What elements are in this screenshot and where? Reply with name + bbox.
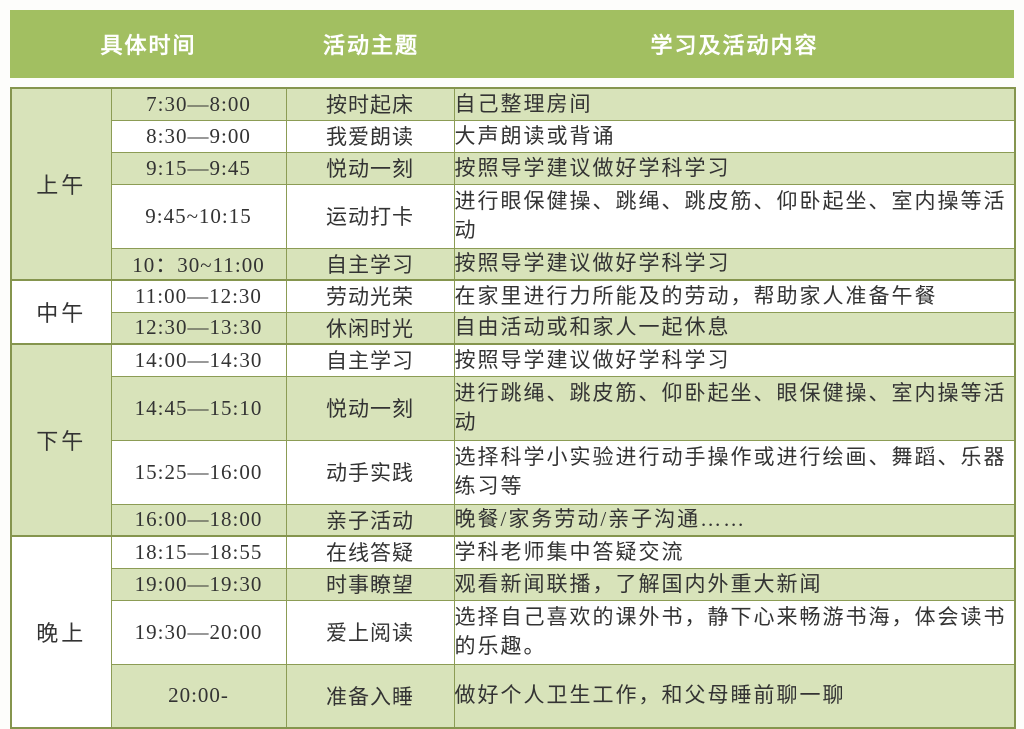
table-row: 8:30—9:00 我爱朗读 大声朗读或背诵 [11,119,1016,153]
time-cell: 18:15—18:55 [110,535,287,569]
table-row: 20:00- 准备入睡 做好个人卫生工作，和父母睡前聊一聊 [11,663,1016,729]
table-row: 9:45~10:15 运动打卡 进行眼保健操、跳绳、跳皮筋、仰卧起坐、室内操等活… [11,183,1016,249]
time-cell: 10：30~11:00 [110,247,287,281]
table-row: 19:00—19:30 时事瞭望 观看新闻联播，了解国内外重大新闻 [11,567,1016,601]
theme-cell: 自主学习 [285,247,455,281]
table-row: 16:00—18:00 亲子活动 晚餐/家务劳动/亲子沟通…… [11,503,1016,537]
table-row: 9:15—9:45 悦动一刻 按照导学建议做好学科学习 [11,151,1016,185]
header-specific-time: 具体时间 [100,33,197,58]
time-cell: 16:00—18:00 [110,503,287,537]
table-row: 15:25—16:00 动手实践 选择科学小实验进行动手操作或进行绘画、舞蹈、乐… [11,439,1016,505]
content-cell: 自己整理房间 [453,87,1016,121]
content-cell: 进行眼保健操、跳绳、跳皮筋、仰卧起坐、室内操等活动 [453,183,1016,249]
time-cell: 14:45—15:10 [110,375,287,441]
theme-cell: 在线答疑 [285,535,455,569]
content-cell: 大声朗读或背诵 [453,119,1016,153]
content-cell: 观看新闻联播，了解国内外重大新闻 [453,567,1016,601]
theme-cell: 准备入睡 [285,663,455,729]
table-row: 10：30~11:00 自主学习 按照导学建议做好学科学习 [11,247,1016,281]
content-cell: 按照导学建议做好学科学习 [453,343,1016,377]
time-cell: 20:00- [110,663,287,729]
table-row: 下午 14:00—14:30 自主学习 按照导学建议做好学科学习 [10,343,1016,537]
schedule-table: 上午 7:30—8:00 按时起床 自己整理房间 8:30—9:00 我爱朗读 … [10,87,1016,729]
time-cell: 12:30—13:30 [110,311,287,345]
content-cell: 进行跳绳、跳皮筋、仰卧起坐、眼保健操、室内操等活动 [453,375,1016,441]
time-cell: 19:30—20:00 [110,599,287,665]
header-activity-theme: 活动主题 [322,33,419,58]
theme-cell: 我爱朗读 [285,119,455,153]
time-cell: 11:00—12:30 [110,279,287,313]
header-gap [10,78,1014,87]
header-learning-content: 学习及活动内容 [650,33,819,58]
period-cell-afternoon: 下午 [10,343,112,537]
theme-cell: 自主学习 [285,343,455,377]
time-cell: 9:15—9:45 [110,151,287,185]
content-cell: 选择自己喜欢的课外书，静下心来畅游书海，体会读书的乐趣。 [453,599,1016,665]
time-cell: 15:25—16:00 [110,439,287,505]
time-cell: 8:30—9:00 [110,119,287,153]
content-cell: 做好个人卫生工作，和父母睡前聊一聊 [453,663,1016,729]
content-cell: 晚餐/家务劳动/亲子沟通…… [453,503,1016,537]
content-cell: 按照导学建议做好学科学习 [453,247,1016,281]
content-cell: 按照导学建议做好学科学习 [453,151,1016,185]
theme-cell: 时事瞭望 [285,567,455,601]
time-cell: 7:30—8:00 [110,87,287,121]
theme-cell: 爱上阅读 [285,599,455,665]
theme-cell: 悦动一刻 [285,375,455,441]
theme-cell: 按时起床 [285,87,455,121]
theme-cell: 劳动光荣 [285,279,455,313]
period-cell-noon: 中午 [10,279,112,345]
table-row: 中午 11:00—12:30 劳动光荣 在家里进行力所能及的劳动，帮助家人准备午… [10,279,1016,345]
table-row: 14:45—15:10 悦动一刻 进行跳绳、跳皮筋、仰卧起坐、眼保健操、室内操等… [11,375,1016,441]
period-cell-morning: 上午 [10,87,112,281]
theme-cell: 动手实践 [285,439,455,505]
time-cell: 19:00—19:30 [110,567,287,601]
content-cell: 学科老师集中答疑交流 [453,535,1016,569]
content-cell: 自由活动或和家人一起休息 [453,311,1016,345]
table-row: 19:30—20:00 爱上阅读 选择自己喜欢的课外书，静下心来畅游书海，体会读… [11,599,1016,665]
period-cell-evening: 晚上 [10,535,112,729]
time-cell: 9:45~10:15 [110,183,287,249]
theme-cell: 亲子活动 [285,503,455,537]
content-cell: 在家里进行力所能及的劳动，帮助家人准备午餐 [453,279,1016,313]
table-row: 上午 7:30—8:00 按时起床 自己整理房间 [10,87,1016,281]
theme-cell: 运动打卡 [285,183,455,249]
theme-cell: 悦动一刻 [285,151,455,185]
time-cell: 14:00—14:30 [110,343,287,377]
table-row: 晚上 18:15—18:55 在线答疑 学科老师集中答疑交流 [10,535,1016,729]
content-cell: 选择科学小实验进行动手操作或进行绘画、舞蹈、乐器练习等 [453,439,1016,505]
table-row: 12:30—13:30 休闲时光 自由活动或和家人一起休息 [11,311,1016,345]
table-header-band: 具体时间 活动主题 学习及活动内容 [10,10,1014,78]
theme-cell: 休闲时光 [285,311,455,345]
